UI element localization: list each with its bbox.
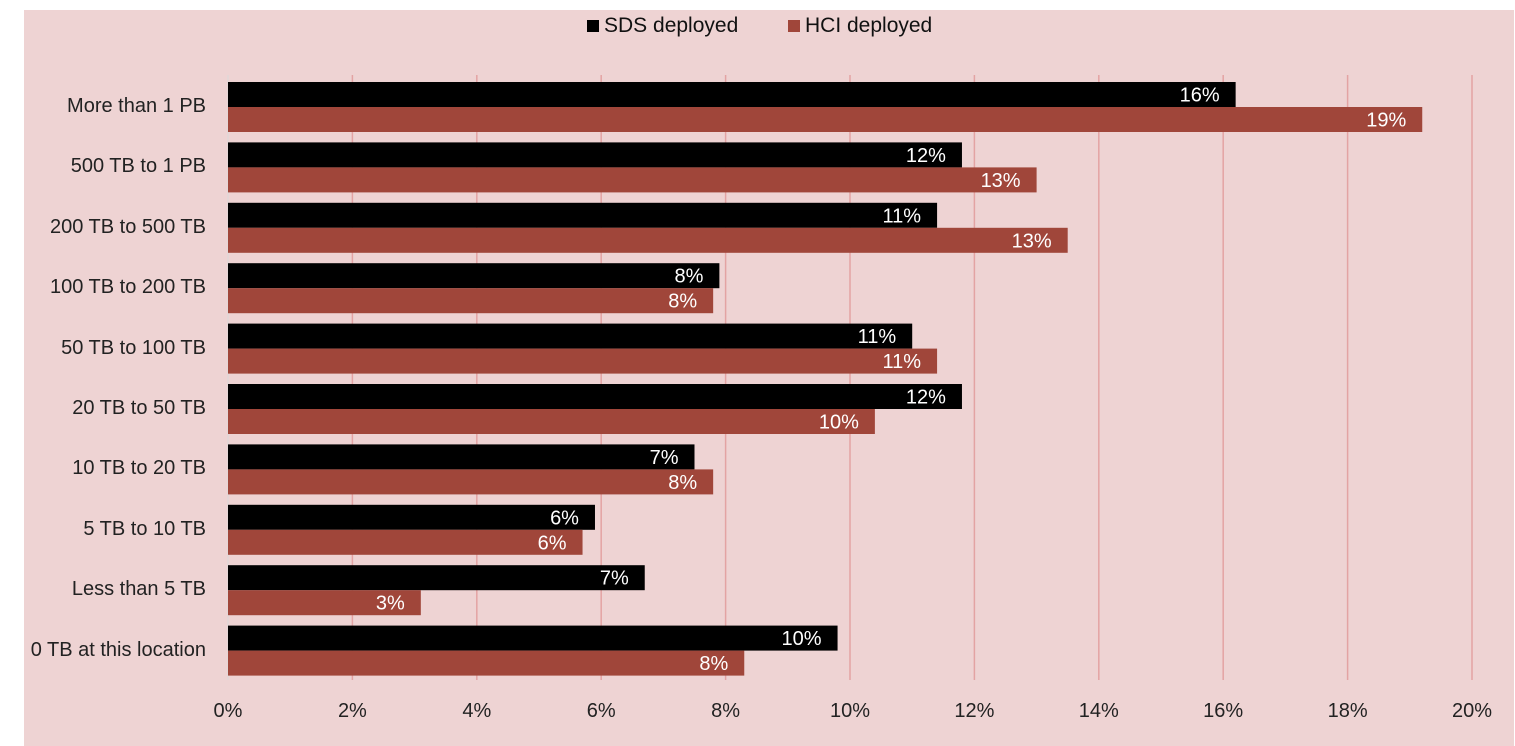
- legend-label-hci: HCI deployed: [805, 14, 933, 37]
- bar-hci: [228, 529, 583, 555]
- data-label: 12%: [906, 145, 946, 167]
- bar-hci: [228, 409, 875, 434]
- legend-swatch-sds: [587, 20, 599, 32]
- bar-hci: [228, 590, 421, 616]
- bar-sds: [228, 82, 1236, 107]
- bar-sds: [228, 202, 938, 228]
- bar-sds: [228, 504, 595, 530]
- data-label: 6%: [538, 532, 567, 554]
- tick-label: 12%: [954, 700, 995, 722]
- bar-hci: [228, 469, 714, 495]
- bar-sds: [228, 323, 913, 349]
- tick-label: 18%: [1327, 700, 1368, 722]
- legend-label-sds: SDS deployed: [604, 14, 739, 37]
- bar-hci: [228, 288, 714, 314]
- bar-sds: [228, 565, 645, 591]
- tick-label: 10%: [829, 700, 871, 722]
- data-label: 11%: [883, 351, 922, 373]
- tick-label: 2%: [337, 700, 367, 722]
- category-label: 50 TB to 100 TB: [61, 336, 206, 359]
- data-label: 11%: [858, 326, 897, 348]
- category-label: 20 TB to 50 TB: [72, 397, 206, 419]
- tick-label: 16%: [1203, 700, 1244, 722]
- tick-label: 0%: [213, 700, 243, 722]
- bar-hci: [228, 167, 1037, 193]
- category-label: 500 TB to 1 PB: [70, 155, 206, 178]
- data-label: 13%: [1012, 230, 1052, 252]
- tick-label: 6%: [586, 700, 616, 722]
- data-label: 13%: [981, 170, 1021, 192]
- legend-swatch-hci: [788, 20, 800, 32]
- legend-item-hci: HCI deployed: [788, 14, 932, 38]
- tick-label: 4%: [462, 700, 492, 722]
- category-label: 5 TB to 10 TB: [83, 517, 206, 540]
- tick-label: 20%: [1451, 700, 1493, 722]
- legend: SDS deployed HCI deployed: [0, 14, 1515, 42]
- bar-hci: [228, 227, 1068, 253]
- data-label: 8%: [699, 653, 728, 675]
- data-label: 10%: [819, 412, 859, 434]
- bar-sds: [228, 625, 838, 651]
- data-label: 7%: [650, 447, 679, 469]
- data-label: 3%: [376, 593, 405, 615]
- data-label: 6%: [550, 507, 579, 529]
- category-label: Less than 5 TB: [71, 578, 206, 601]
- tick-label: 14%: [1078, 700, 1119, 722]
- bar-sds: [228, 444, 695, 470]
- bar-sds: [228, 384, 962, 409]
- data-label: 11%: [883, 205, 922, 227]
- data-label: 8%: [674, 266, 703, 288]
- data-label: 10%: [782, 628, 822, 650]
- category-label: 10 TB to 20 TB: [72, 457, 206, 480]
- bar-hci: [228, 107, 1423, 132]
- data-label: 16%: [1180, 85, 1220, 107]
- data-label: 12%: [906, 387, 946, 409]
- tick-label: 8%: [711, 700, 741, 722]
- bar-hci: [228, 348, 938, 374]
- data-label: 8%: [668, 291, 697, 313]
- bar-sds: [228, 263, 720, 289]
- bar-hci: [228, 650, 745, 676]
- data-label: 19%: [1366, 110, 1406, 132]
- category-label: More than 1 PB: [67, 95, 206, 117]
- data-label: 8%: [668, 472, 697, 494]
- category-label: 100 TB to 200 TB: [49, 276, 206, 299]
- legend-item-sds: SDS deployed: [587, 14, 738, 38]
- category-label: 0 TB at this location: [30, 638, 206, 661]
- data-label: 7%: [600, 568, 629, 590]
- chart-panel: [24, 10, 1514, 746]
- category-label: 200 TB to 500 TB: [49, 215, 206, 238]
- bar-sds: [228, 142, 962, 168]
